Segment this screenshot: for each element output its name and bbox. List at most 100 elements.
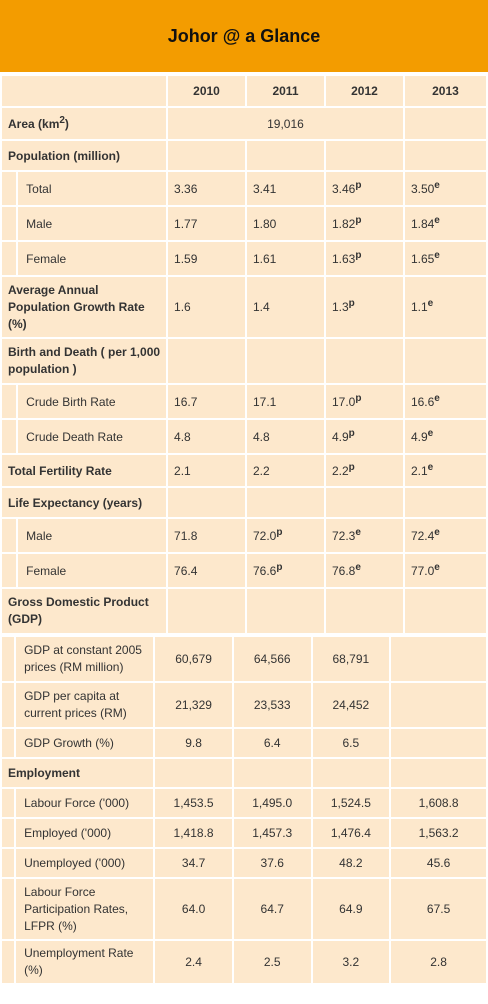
population-header-row: Population (million) [2, 141, 486, 170]
gdp-constant-row: GDP at constant 2005 prices (RM million)… [2, 637, 486, 681]
value-2011: 2.2 [247, 455, 324, 486]
value-2011: 1,495.0 [233, 789, 311, 817]
value-2011: 64,566 [233, 637, 311, 681]
indent-cell [2, 385, 17, 418]
value-2011: 17.1 [247, 385, 324, 418]
row-label: Unemployment Rate (%) [16, 941, 154, 983]
empty-cell [168, 339, 245, 383]
empty-cell [247, 589, 324, 633]
value-2010: 1.59 [168, 242, 245, 275]
gdp-growth-row: GDP Growth (%) 9.8 6.4 6.5 [2, 729, 486, 757]
empty-cell [247, 339, 324, 383]
population-male-row: Male 1.77 1.80 1.82p 1.84e [2, 207, 486, 240]
empty-cell [404, 108, 486, 139]
year-header-2012: 2012 [325, 76, 403, 106]
value-2010: 34.7 [155, 849, 232, 877]
population-total-row: Total 3.36 3.41 3.46p 3.50e [2, 172, 486, 205]
unemployment-rate-row: Unemployment Rate (%) 2.4 2.5 3.2 2.8 [2, 941, 486, 983]
value-2012: 1.3p [325, 277, 403, 337]
value-2010: 1,418.8 [155, 819, 232, 847]
value-2013: 2.8 [391, 941, 486, 983]
birth-death-header-row: Birth and Death ( per 1,000 population ) [2, 339, 486, 383]
value-2013: 16.6e [404, 385, 486, 418]
row-label: GDP at constant 2005 prices (RM million) [16, 637, 154, 681]
value-2013: 3.50e [404, 172, 486, 205]
fertility-row: Total Fertility Rate 2.1 2.2 2.2p 2.1e [2, 455, 486, 486]
life-male-row: Male 71.8 72.0p 72.3e 72.4e [2, 519, 486, 552]
value-2011: 1.4 [247, 277, 324, 337]
value-2011: 72.0p [247, 519, 324, 552]
indent-cell [2, 420, 17, 453]
indent-cell [2, 849, 15, 877]
empty-cell [233, 759, 311, 787]
value-2012: 64.9 [312, 879, 390, 939]
value-2012: 72.3e [325, 519, 403, 552]
value-2013: 1,608.8 [391, 789, 486, 817]
value-2013: 67.5 [391, 879, 486, 939]
row-label: Male [18, 519, 167, 552]
empty-cell [325, 339, 403, 383]
value-2013 [391, 637, 486, 681]
value-2011: 6.4 [233, 729, 311, 757]
growth-row: Average Annual Population Growth Rate (%… [2, 277, 486, 337]
row-label: Male [18, 207, 167, 240]
indent-cell [2, 207, 17, 240]
row-label: Unemployed ('000) [16, 849, 154, 877]
value-2010: 76.4 [168, 554, 245, 587]
value-2013: 1,563.2 [391, 819, 486, 847]
value-2012: 1.63p [325, 242, 403, 275]
header-blank-cell [2, 76, 167, 106]
year-header-2010: 2010 [168, 76, 245, 106]
population-female-row: Female 1.59 1.61 1.63p 1.65e [2, 242, 486, 275]
indent-cell [2, 789, 15, 817]
area-value: 19,016 [168, 108, 403, 139]
row-label: Employed ('000) [16, 819, 154, 847]
value-2013: 1.84e [404, 207, 486, 240]
value-2010: 4.8 [168, 420, 245, 453]
empty-cell [168, 488, 245, 517]
value-2013: 1.1e [404, 277, 486, 337]
value-2010: 2.1 [168, 455, 245, 486]
value-2010: 3.36 [168, 172, 245, 205]
value-2013: 77.0e [404, 554, 486, 587]
crude-death-row: Crude Death Rate 4.8 4.8 4.9p 4.9e [2, 420, 486, 453]
empty-cell [404, 488, 486, 517]
value-2012: 4.9p [325, 420, 403, 453]
indent-cell [2, 519, 17, 552]
value-2011: 3.41 [247, 172, 324, 205]
gdp-label: Gross Domestic Product (GDP) [2, 589, 167, 633]
economy-table: GDP at constant 2005 prices (RM million)… [0, 635, 488, 985]
demographics-table: 2010 2011 2012 2013 Area (km2) 19,016 Po… [0, 74, 488, 635]
value-2012: 2.2p [325, 455, 403, 486]
value-2012: 3.46p [325, 172, 403, 205]
indent-cell [2, 637, 15, 681]
growth-label: Average Annual Population Growth Rate (%… [2, 277, 167, 337]
empty-cell [325, 589, 403, 633]
empty-cell [325, 141, 403, 170]
indent-cell [2, 172, 17, 205]
value-2013: 72.4e [404, 519, 486, 552]
empty-cell [404, 141, 486, 170]
page-title: Johor @ a Glance [0, 0, 488, 74]
value-2012: 3.2 [312, 941, 390, 983]
value-2011: 2.5 [233, 941, 311, 983]
lfpr-row: Labour Force Participation Rates, LFPR (… [2, 879, 486, 939]
row-label: Crude Death Rate [18, 420, 167, 453]
row-label: Labour Force ('000) [16, 789, 154, 817]
year-header-2013: 2013 [404, 76, 486, 106]
life-header-row: Life Expectancy (years) [2, 488, 486, 517]
empty-cell [168, 141, 245, 170]
value-2012: 1,476.4 [312, 819, 390, 847]
value-2011: 76.6p [247, 554, 324, 587]
value-2012: 24,452 [312, 683, 390, 727]
value-2011: 1.61 [247, 242, 324, 275]
value-2010: 1.6 [168, 277, 245, 337]
employment-header-row: Employment [2, 759, 486, 787]
value-2010: 9.8 [155, 729, 232, 757]
value-2012: 6.5 [312, 729, 390, 757]
empty-cell [312, 759, 390, 787]
value-2013: 1.65e [404, 242, 486, 275]
value-2010: 71.8 [168, 519, 245, 552]
value-2012: 1,524.5 [312, 789, 390, 817]
empty-cell [247, 141, 324, 170]
